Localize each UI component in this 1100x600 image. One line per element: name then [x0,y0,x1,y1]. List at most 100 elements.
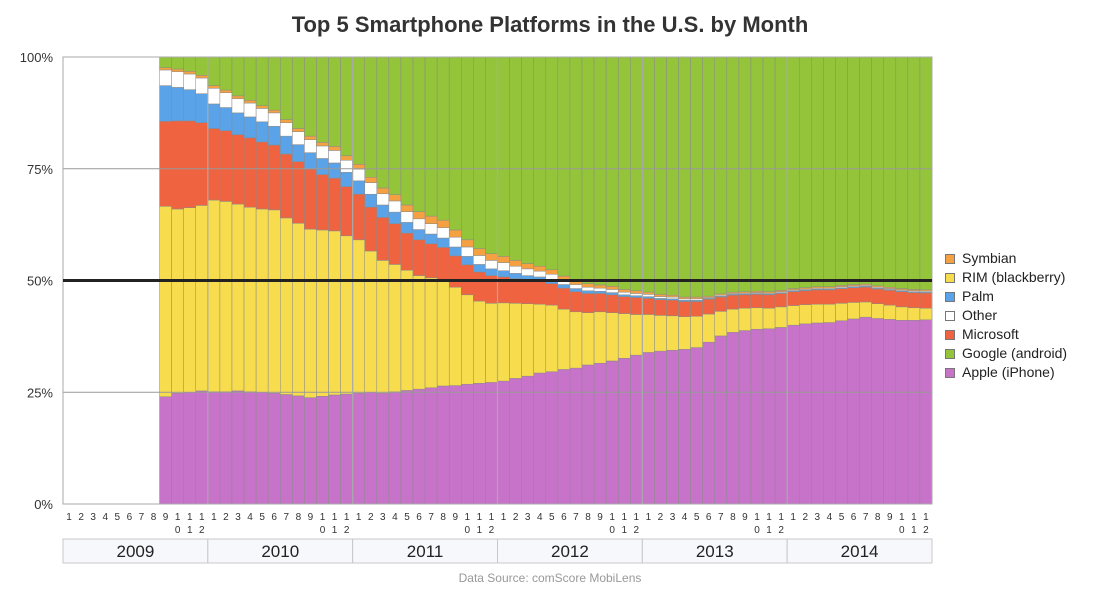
x-tick-label-month: 2 [78,512,84,523]
bar-segment-other [267,112,281,127]
bar-segment-other [231,98,245,114]
bar-segment-apple-iphone [497,380,510,505]
bar-segment-microsoft [388,223,402,265]
bar-segment-microsoft [895,291,909,308]
bar-segment-microsoft [448,255,462,288]
bar-segment-symbian [183,71,197,75]
bar-segment-microsoft [400,232,414,271]
bar-stack [811,56,824,505]
bar-segment-microsoft [642,298,655,315]
bar-segment-palm [617,294,631,297]
bar-segment-other [521,268,534,276]
bar-segment-google-android [907,56,921,290]
bar-segment-microsoft [292,161,305,224]
bar-segment-rim-blackberry [328,230,341,396]
x-tick-label-month: 7 [718,512,724,523]
bar-segment-microsoft [328,177,341,232]
year-box [62,538,209,564]
bar-segment-palm [473,264,486,273]
bar-segment-palm [605,292,619,296]
x-tick-label-month: 6 [706,512,712,523]
bar-segment-microsoft [654,299,667,316]
bar-segment-rim-blackberry [811,303,824,324]
bar-segment-microsoft [159,121,172,207]
bar-segment-symbian [159,67,172,71]
bar-segment-google-android [171,56,184,70]
bar-segment-microsoft [919,292,933,309]
bar-segment-apple-iphone [207,391,221,505]
bar-segment-microsoft [835,288,848,304]
bar-segment-other [195,77,209,94]
x-tick-label-month: 1 [211,512,217,523]
bar-segment-rim-blackberry [195,205,209,392]
bar-segment-other [412,218,426,230]
bar-segment-rim-blackberry [738,307,752,331]
bar-segment-microsoft [738,294,752,309]
bar-segment-apple-iphone [352,392,365,505]
bar-segment-microsoft [231,134,245,205]
x-tick-label-month: 9 [452,512,458,523]
bar-stack [847,56,860,505]
year-box [641,538,788,564]
bar-segment-google-android [605,56,619,287]
bar-segment-google-android [823,56,836,288]
bar-segment-apple-iphone [714,335,728,505]
bar-segment-palm [159,85,172,122]
bar-segment-microsoft [907,292,921,309]
bar-segment-other [292,131,305,145]
x-tick-label-month: 2 [368,512,374,523]
bar-segment-other [255,108,269,123]
x-tick-label-month: 9 [163,512,169,523]
bar-segment-apple-iphone [569,367,583,505]
bar-segment-microsoft [617,296,631,314]
legend-swatch [945,291,955,302]
x-tick-label-month: 1 [66,512,72,523]
bar-segment-palm [255,121,269,143]
bar-segment-microsoft [364,206,378,252]
bar-segment-other [183,73,197,90]
bar-segment-palm [497,270,510,278]
bar-segment-palm [485,268,498,276]
bar-segment-microsoft [267,144,281,211]
bar-segment-microsoft [798,290,812,305]
legend-item-google-android: Google (android) [945,344,1067,363]
bar-segment-rim-blackberry [835,303,848,321]
bar-segment-other [533,270,547,278]
bar-segment-google-android [473,56,486,250]
bar-segment-google-android [207,56,221,86]
bar-stack [497,56,510,505]
bar-segment-apple-iphone [859,316,872,505]
bar-segment-rim-blackberry [617,313,631,359]
x-axis: 1 2 3 4 5 6 7 8 9 1 01 11 21 2 3 4 5 6 7 8 9 1 01 11 21 2 3 4 5 6 7 8 9 1… [62,512,933,564]
bar-segment-symbian [316,142,329,147]
bar-segment-rim-blackberry [364,250,378,393]
bar-segment-google-android [581,56,595,284]
bar-stack [605,56,619,505]
bar-segment-rim-blackberry [183,207,197,393]
bar-segment-rim-blackberry [883,304,897,320]
bar-segment-rim-blackberry [859,301,872,318]
bar-segment-apple-iphone [726,332,740,505]
bar-segment-symbian [304,135,317,140]
bar-segment-other [473,255,486,265]
bar-segment-palm [448,246,462,257]
x-tick-label-month: 3 [380,512,386,523]
bar-segment-palm [593,290,607,294]
bar-segment-palm [340,172,353,187]
bar-segment-google-android [750,56,764,292]
bar-segment-google-android [919,56,933,291]
bar-segment-microsoft [183,120,197,208]
bar-segment-microsoft [714,296,728,312]
bar-stack [823,56,836,505]
bar-segment-symbian [545,269,559,275]
bar-segment-palm [207,103,221,129]
bar-stack-group [159,56,933,505]
bar-segment-apple-iphone [798,323,812,505]
bar-segment-palm [183,89,197,122]
x-tick-label-month: 3 [235,512,241,523]
bar-segment-other [352,168,365,182]
bar-stack [654,56,667,505]
